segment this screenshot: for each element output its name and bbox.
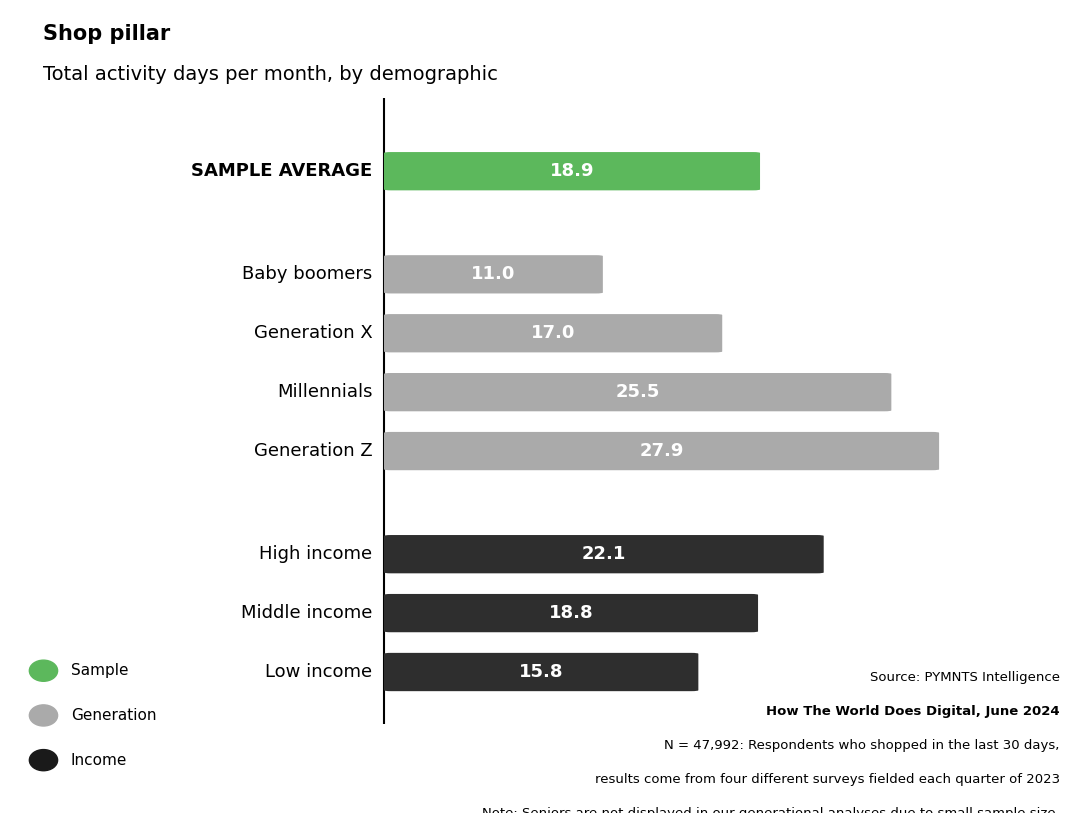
Text: 27.9: 27.9 bbox=[639, 442, 684, 460]
Text: N = 47,992: Respondents who shopped in the last 30 days,: N = 47,992: Respondents who shopped in t… bbox=[664, 739, 1060, 752]
Text: Total activity days per month, by demographic: Total activity days per month, by demogr… bbox=[43, 65, 498, 84]
Text: Generation X: Generation X bbox=[253, 324, 373, 342]
FancyBboxPatch shape bbox=[384, 535, 824, 573]
FancyBboxPatch shape bbox=[384, 373, 891, 411]
Text: Sample: Sample bbox=[71, 663, 128, 678]
Text: 25.5: 25.5 bbox=[615, 383, 660, 401]
Text: SAMPLE AVERAGE: SAMPLE AVERAGE bbox=[191, 163, 373, 180]
Text: 18.9: 18.9 bbox=[550, 163, 595, 180]
FancyBboxPatch shape bbox=[384, 152, 760, 190]
Text: 22.1: 22.1 bbox=[582, 546, 626, 563]
Text: 15.8: 15.8 bbox=[518, 663, 563, 681]
Text: Shop pillar: Shop pillar bbox=[43, 24, 171, 45]
Text: Generation: Generation bbox=[71, 708, 157, 723]
FancyBboxPatch shape bbox=[384, 653, 698, 691]
Text: How The World Does Digital, June 2024: How The World Does Digital, June 2024 bbox=[766, 705, 1060, 718]
Text: Middle income: Middle income bbox=[241, 604, 373, 622]
Text: Income: Income bbox=[71, 753, 127, 767]
FancyBboxPatch shape bbox=[384, 255, 603, 293]
Text: results come from four different surveys fielded each quarter of 2023: results come from four different surveys… bbox=[595, 773, 1060, 786]
Text: Baby boomers: Baby boomers bbox=[242, 265, 373, 283]
Text: Note: Seniors are not displayed in our generational analyses due to small sample: Note: Seniors are not displayed in our g… bbox=[482, 807, 1060, 813]
Text: Generation Z: Generation Z bbox=[254, 442, 373, 460]
Text: 18.8: 18.8 bbox=[549, 604, 594, 622]
Text: High income: High income bbox=[260, 546, 373, 563]
Text: 11.0: 11.0 bbox=[472, 265, 515, 283]
Text: Low income: Low income bbox=[265, 663, 373, 681]
Text: Source: PYMNTS Intelligence: Source: PYMNTS Intelligence bbox=[870, 671, 1060, 684]
FancyBboxPatch shape bbox=[384, 594, 758, 633]
FancyBboxPatch shape bbox=[384, 314, 722, 352]
Text: Millennials: Millennials bbox=[277, 383, 373, 401]
Text: 17.0: 17.0 bbox=[530, 324, 575, 342]
FancyBboxPatch shape bbox=[384, 432, 939, 470]
